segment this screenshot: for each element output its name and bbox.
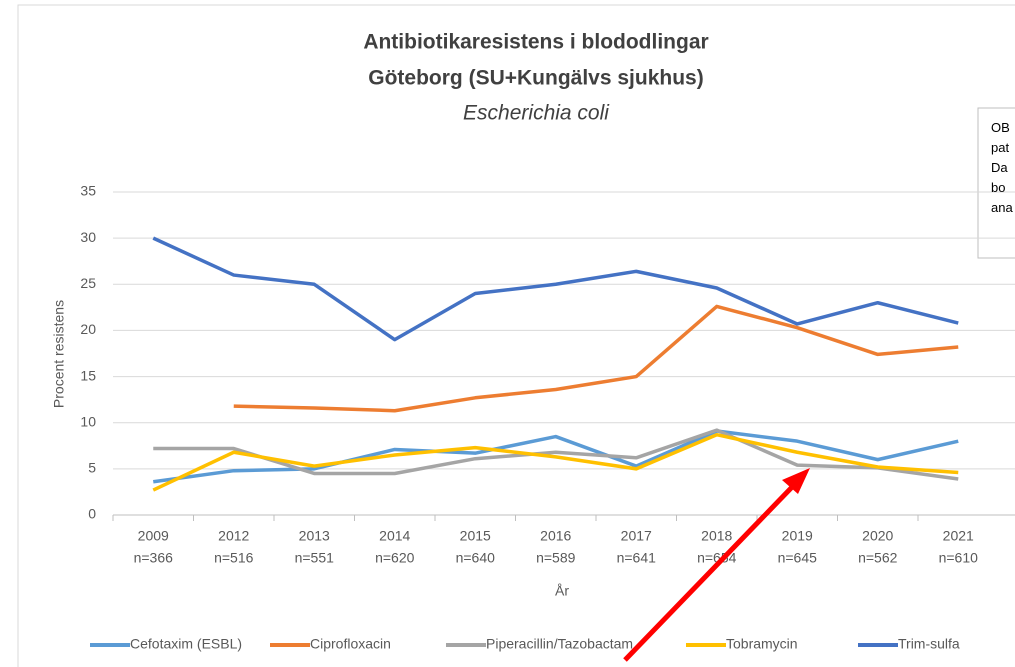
x-tick-label: 2009 xyxy=(138,528,169,544)
legend-label: Trim-sulfa xyxy=(898,636,960,652)
x-tick-label: 2015 xyxy=(460,528,491,544)
note-text: pat xyxy=(991,140,1009,155)
x-tick-sample-size: n=640 xyxy=(456,550,496,566)
series-line xyxy=(153,428,959,481)
chart-organism: Escherichia coli xyxy=(463,102,610,125)
y-tick-label: 15 xyxy=(80,367,96,383)
arrow-shaft xyxy=(623,482,797,662)
x-tick-label: 2021 xyxy=(943,528,974,544)
x-tick-sample-size: n=610 xyxy=(939,550,979,566)
x-tick-label: 2018 xyxy=(701,528,732,544)
legend-label: Tobramycin xyxy=(726,636,798,652)
legend-label: Cefotaxim (ESBL) xyxy=(130,636,242,652)
series-line xyxy=(152,236,959,342)
legend-label: Ciprofloxacin xyxy=(310,636,391,652)
x-tick-label: 2014 xyxy=(379,528,410,544)
x-tick-sample-size: n=562 xyxy=(858,550,898,566)
y-tick-label: 10 xyxy=(80,413,96,429)
x-tick-sample-size: n=516 xyxy=(214,550,254,566)
x-tick-label: 2020 xyxy=(862,528,893,544)
x-tick-sample-size: n=366 xyxy=(134,550,174,566)
x-tick-label: 2019 xyxy=(782,528,813,544)
x-tick-label: 2016 xyxy=(540,528,571,544)
red-arrow xyxy=(623,468,810,662)
chart-frame xyxy=(17,4,1015,667)
note-text: Da xyxy=(991,160,1008,175)
x-tick-sample-size: n=645 xyxy=(778,550,818,566)
chart-subtitle: Göteborg (SU+Kungälvs sjukhus) xyxy=(368,67,703,90)
x-tick-sample-size: n=551 xyxy=(295,550,335,566)
note-text: ana xyxy=(991,200,1013,215)
note-box xyxy=(977,107,1015,259)
series-line xyxy=(153,429,959,484)
note-text: OB xyxy=(991,120,1010,135)
series-line xyxy=(152,432,959,492)
arrow-head xyxy=(782,468,810,494)
x-tick-sample-size: n=589 xyxy=(536,550,576,566)
x-tick-label: 2013 xyxy=(299,528,330,544)
x-tick-label: 2017 xyxy=(621,528,652,544)
y-tick-label: 5 xyxy=(88,460,96,476)
x-tick-sample-size: n=620 xyxy=(375,550,415,566)
x-axis-label: År xyxy=(555,583,569,599)
chart-title: Antibiotikaresistens i blododlingar xyxy=(363,31,708,54)
x-tick-label: 2012 xyxy=(218,528,249,544)
y-tick-label: 0 xyxy=(88,506,96,522)
y-tick-label: 25 xyxy=(80,275,96,291)
y-tick-label: 30 xyxy=(80,229,96,245)
series-line xyxy=(233,304,959,413)
y-tick-label: 20 xyxy=(80,321,96,337)
legend-label: Piperacillin/Tazobactam xyxy=(486,636,633,652)
y-tick-label: 35 xyxy=(80,183,96,199)
y-axis-label: Procent resistens xyxy=(51,300,67,408)
x-tick-sample-size: n=641 xyxy=(617,550,657,566)
note-text: bo xyxy=(991,180,1005,195)
